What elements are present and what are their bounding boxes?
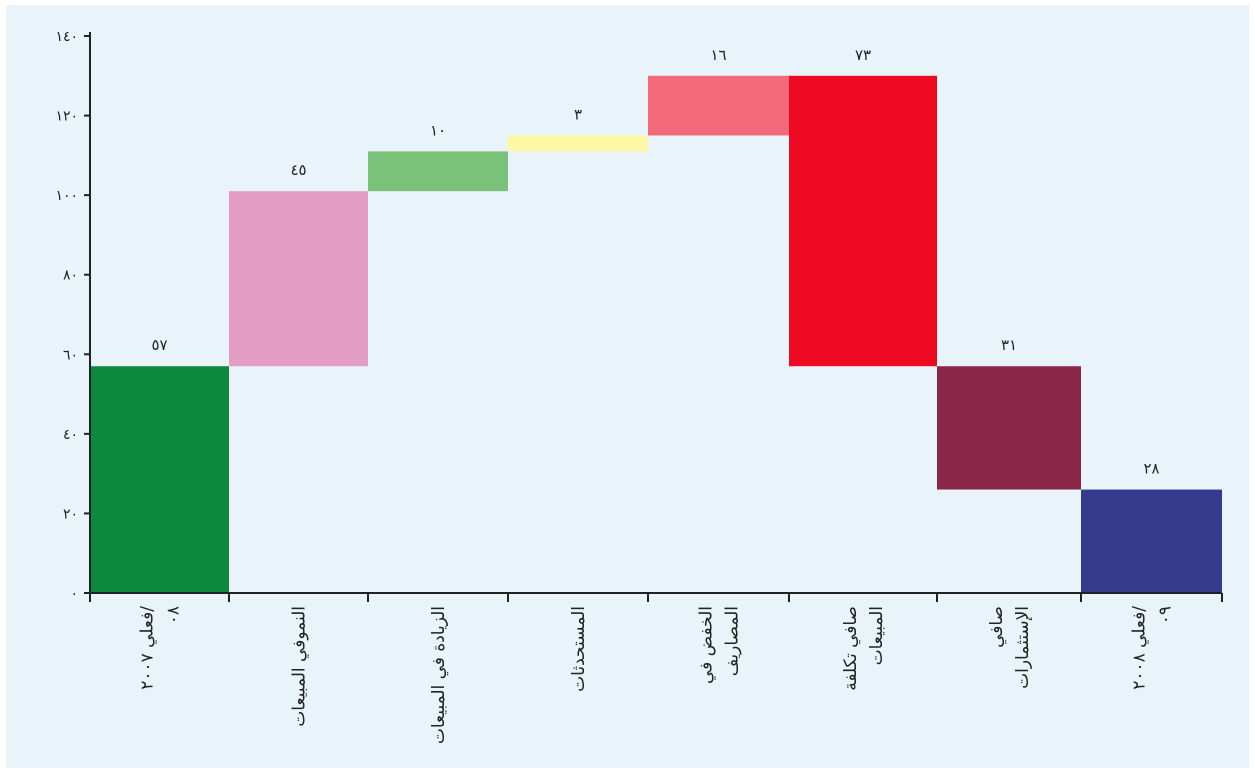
data-label: ١٠	[430, 121, 446, 139]
bar	[937, 366, 1081, 490]
data-label: ٣	[574, 105, 582, 123]
category-label: صافي	[987, 606, 1007, 648]
y-tick-label: ٢٠	[63, 506, 78, 522]
y-tick-label: ١٤٠	[55, 29, 78, 45]
bar	[789, 75, 937, 367]
data-label: ١٦	[710, 46, 726, 64]
data-label: ٧٣	[855, 46, 871, 64]
data-label: ٥٧	[151, 336, 167, 354]
y-tick-label: ١٠٠	[55, 188, 78, 204]
data-label: ٤٥	[290, 161, 306, 179]
category-label: المستحدثات	[569, 606, 589, 692]
category-label: الخفض في	[697, 606, 717, 684]
bar	[1081, 489, 1222, 593]
category-label: صافي تكلفة	[841, 606, 861, 691]
y-tick-label: ٦٠	[63, 347, 78, 363]
bar	[229, 191, 368, 367]
bar	[90, 366, 229, 593]
category-label: فعلي ٢٠٠٨/	[1130, 606, 1150, 690]
data-label: ٣١	[1001, 336, 1017, 354]
category-label: المصاريف	[723, 606, 743, 676]
category-label: ٠٨	[164, 606, 184, 624]
bar	[508, 135, 648, 152]
bar	[648, 75, 789, 136]
y-tick-label: ٤٠	[63, 427, 78, 443]
category-label: الإستثمارات	[1013, 606, 1033, 689]
category-label: فعلي ٢٠٠٧/	[138, 606, 158, 690]
category-label: النموفي المبيعات	[290, 606, 310, 727]
y-tick-label: ١٢٠	[55, 109, 78, 125]
category-label: المبيعات	[867, 606, 887, 665]
y-tick-label: ٨٠	[63, 268, 78, 284]
category-label: ٠٩	[1156, 606, 1176, 624]
category-label: الزيادة في المبيعات	[429, 606, 449, 744]
axis-layer: ٠ ٢٠ ٤٠ ٦٠ ٨٠ ١٠٠ ١٢٠ ١٤٠	[55, 29, 1223, 602]
y-tick-label: ٠	[70, 586, 78, 602]
labels-layer: ٥٧ فعلي ٢٠٠٧/٠٨ ٤٥ النموفي المبيعات ١٠ الزياد…	[138, 46, 1176, 744]
bars-layer	[90, 75, 1222, 593]
data-label: ٢٨	[1143, 460, 1159, 478]
bar	[368, 151, 508, 192]
